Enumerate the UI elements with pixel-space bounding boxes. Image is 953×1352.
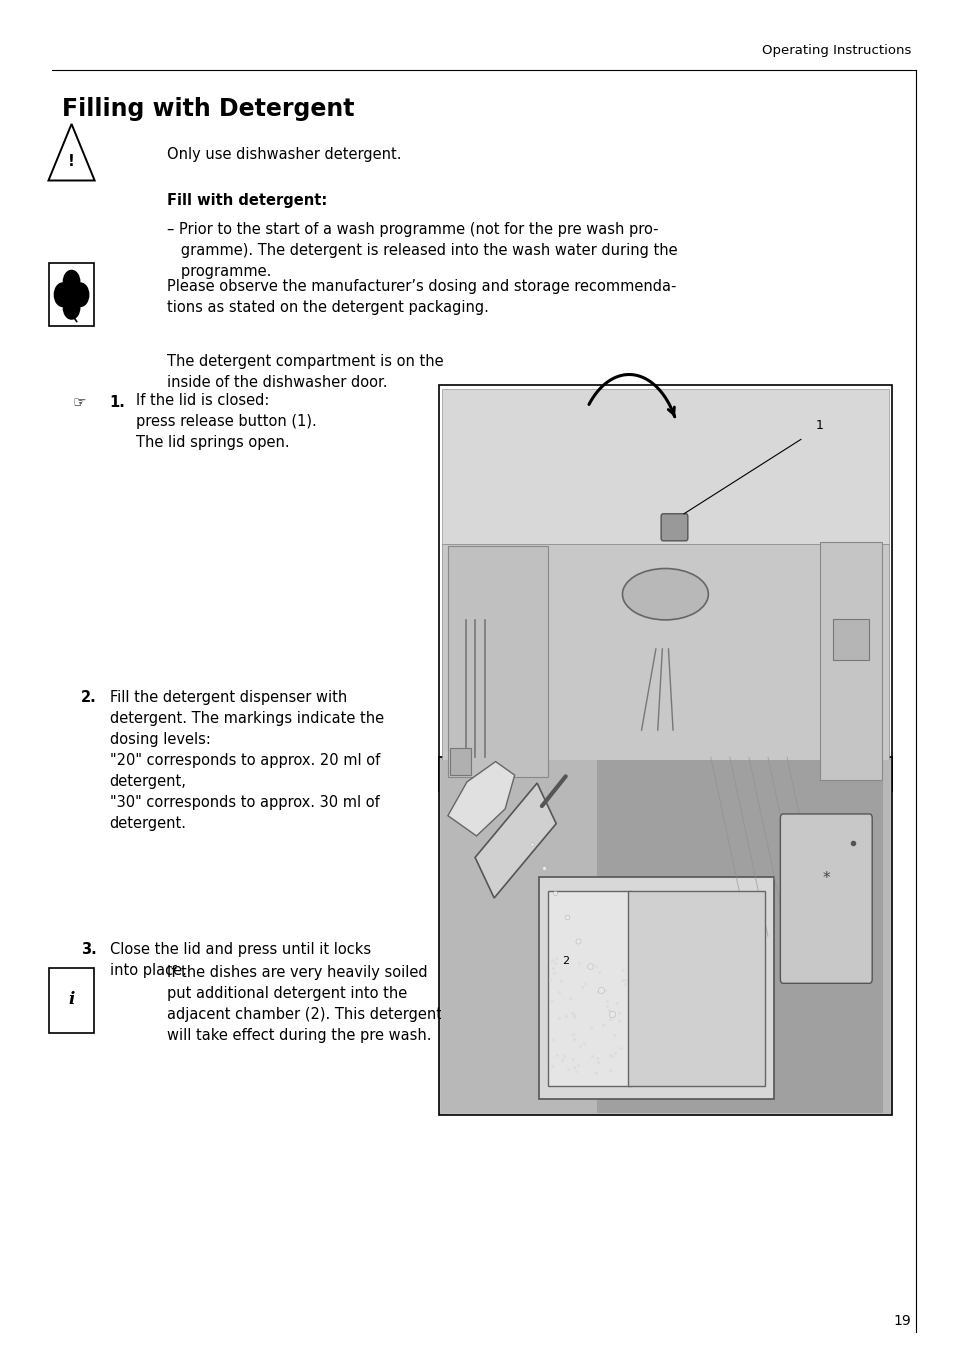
Circle shape [54, 283, 71, 307]
Polygon shape [475, 783, 556, 898]
Text: If the dishes are very heavily soiled
put additional detergent into the
adjacent: If the dishes are very heavily soiled pu… [167, 965, 441, 1044]
Text: If the lid is closed:
press release button (1).
The lid springs open.: If the lid is closed: press release butt… [136, 393, 316, 450]
Text: 3.: 3. [81, 942, 97, 957]
FancyBboxPatch shape [832, 619, 868, 660]
Circle shape [63, 296, 80, 319]
FancyBboxPatch shape [438, 757, 891, 1115]
Text: Close the lid and press until it locks
into place.: Close the lid and press until it locks i… [110, 942, 371, 979]
FancyBboxPatch shape [547, 891, 630, 1086]
FancyBboxPatch shape [438, 385, 891, 791]
FancyBboxPatch shape [440, 760, 889, 1113]
FancyBboxPatch shape [660, 514, 687, 541]
Text: Please observe the manufacturer’s dosing and storage recommenda-
tions as stated: Please observe the manufacturer’s dosing… [167, 279, 676, 315]
FancyBboxPatch shape [441, 544, 888, 787]
Text: ☞: ☞ [72, 395, 86, 411]
FancyBboxPatch shape [50, 264, 93, 326]
Text: Fill the detergent dispenser with
detergent. The markings indicate the
dosing le: Fill the detergent dispenser with deterg… [110, 690, 383, 830]
Text: Fill with detergent:: Fill with detergent: [167, 193, 327, 208]
FancyBboxPatch shape [450, 748, 471, 775]
FancyBboxPatch shape [441, 389, 888, 544]
Text: i: i [69, 991, 74, 1007]
Ellipse shape [622, 568, 707, 619]
Text: Filling with Detergent: Filling with Detergent [62, 97, 355, 122]
Text: 2: 2 [561, 956, 569, 967]
Polygon shape [448, 761, 515, 836]
FancyBboxPatch shape [780, 814, 871, 983]
Text: – Prior to the start of a wash programme (not for the pre wash pro-
   gramme). : – Prior to the start of a wash programme… [167, 222, 677, 279]
Circle shape [72, 283, 89, 307]
FancyBboxPatch shape [448, 546, 547, 777]
Text: !: ! [68, 154, 75, 169]
Text: 1: 1 [814, 419, 822, 433]
Text: 2.: 2. [81, 690, 97, 704]
Text: *: * [821, 872, 829, 887]
FancyBboxPatch shape [597, 760, 882, 1113]
FancyBboxPatch shape [49, 968, 94, 1033]
FancyBboxPatch shape [820, 542, 882, 780]
Text: Operating Instructions: Operating Instructions [760, 43, 910, 57]
Circle shape [63, 270, 80, 293]
Text: 19: 19 [892, 1314, 910, 1328]
Circle shape [69, 291, 74, 299]
FancyBboxPatch shape [627, 891, 764, 1086]
FancyBboxPatch shape [537, 877, 774, 1099]
Text: The detergent compartment is on the
inside of the dishwasher door.: The detergent compartment is on the insi… [167, 354, 443, 391]
Text: Only use dishwasher detergent.: Only use dishwasher detergent. [167, 146, 401, 162]
Text: 1.: 1. [110, 395, 126, 411]
